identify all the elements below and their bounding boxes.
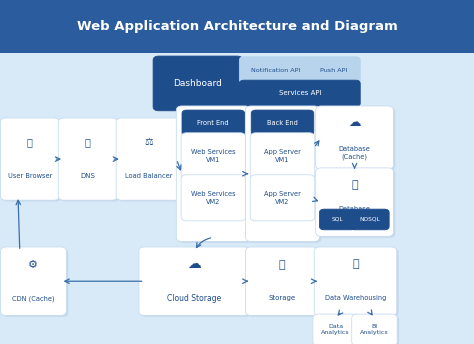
Text: App Server
VM2: App Server VM2 xyxy=(264,191,301,205)
Text: App Server
VM1: App Server VM1 xyxy=(264,149,301,163)
Text: Front End: Front End xyxy=(198,120,229,126)
FancyBboxPatch shape xyxy=(183,176,247,222)
FancyBboxPatch shape xyxy=(316,168,393,236)
Text: Web Services
VM1: Web Services VM1 xyxy=(191,149,236,163)
Text: 🗃: 🗃 xyxy=(279,260,285,270)
Text: Cloud Storage: Cloud Storage xyxy=(167,294,221,303)
Text: ⚖: ⚖ xyxy=(145,137,154,147)
FancyBboxPatch shape xyxy=(352,314,397,344)
FancyBboxPatch shape xyxy=(313,314,358,344)
FancyBboxPatch shape xyxy=(141,248,252,317)
FancyBboxPatch shape xyxy=(153,56,243,111)
FancyBboxPatch shape xyxy=(116,118,182,200)
Text: ☁: ☁ xyxy=(348,116,361,129)
FancyBboxPatch shape xyxy=(0,118,59,200)
FancyBboxPatch shape xyxy=(247,107,321,243)
Text: 🔧: 🔧 xyxy=(352,259,359,269)
FancyBboxPatch shape xyxy=(239,57,313,83)
FancyBboxPatch shape xyxy=(246,106,319,241)
Text: Database
(Cache): Database (Cache) xyxy=(338,146,371,160)
Text: Load Balancer: Load Balancer xyxy=(125,173,173,179)
Text: BI
Analytics: BI Analytics xyxy=(360,324,389,335)
FancyBboxPatch shape xyxy=(139,247,250,315)
FancyBboxPatch shape xyxy=(354,315,399,344)
Text: Data
Analytics: Data Analytics xyxy=(321,324,350,335)
FancyBboxPatch shape xyxy=(0,0,474,53)
FancyBboxPatch shape xyxy=(250,133,315,179)
FancyBboxPatch shape xyxy=(176,106,250,241)
FancyBboxPatch shape xyxy=(250,175,315,221)
FancyBboxPatch shape xyxy=(247,248,320,317)
Text: DNS: DNS xyxy=(80,173,95,179)
FancyBboxPatch shape xyxy=(239,80,360,107)
FancyBboxPatch shape xyxy=(252,134,317,180)
Text: ⚙: ⚙ xyxy=(28,260,38,270)
Text: Web Application Architecture and Diagram: Web Application Architecture and Diagram xyxy=(77,20,397,33)
FancyBboxPatch shape xyxy=(252,176,317,222)
FancyBboxPatch shape xyxy=(118,119,184,202)
FancyBboxPatch shape xyxy=(181,133,246,179)
Text: ☁: ☁ xyxy=(187,257,201,271)
FancyBboxPatch shape xyxy=(350,209,389,230)
Text: Back End: Back End xyxy=(267,120,298,126)
FancyBboxPatch shape xyxy=(318,169,395,238)
Text: Services API: Services API xyxy=(279,90,321,96)
FancyBboxPatch shape xyxy=(2,248,68,317)
FancyBboxPatch shape xyxy=(316,248,399,317)
Text: SQL: SQL xyxy=(331,217,343,222)
FancyBboxPatch shape xyxy=(246,247,319,315)
FancyBboxPatch shape xyxy=(318,107,395,171)
FancyBboxPatch shape xyxy=(316,106,393,169)
Text: 🌐: 🌐 xyxy=(85,137,91,147)
FancyBboxPatch shape xyxy=(315,315,360,344)
Text: Storage: Storage xyxy=(268,295,296,301)
FancyBboxPatch shape xyxy=(314,247,397,315)
FancyBboxPatch shape xyxy=(182,110,245,136)
Text: 👤: 👤 xyxy=(27,137,33,147)
Text: Dashboard: Dashboard xyxy=(173,79,222,88)
FancyBboxPatch shape xyxy=(251,110,314,136)
Text: Data Warehousing: Data Warehousing xyxy=(325,295,386,301)
FancyBboxPatch shape xyxy=(58,118,117,200)
FancyBboxPatch shape xyxy=(178,107,252,243)
Text: Database: Database xyxy=(338,206,371,212)
Text: NOSQL: NOSQL xyxy=(359,217,380,222)
Text: Push API: Push API xyxy=(320,67,348,73)
FancyBboxPatch shape xyxy=(183,134,247,180)
Text: 🗄: 🗄 xyxy=(351,180,358,190)
FancyBboxPatch shape xyxy=(319,209,355,230)
FancyBboxPatch shape xyxy=(0,247,66,315)
Text: CDN (Cache): CDN (Cache) xyxy=(12,295,55,302)
FancyBboxPatch shape xyxy=(2,119,61,202)
Text: User Browser: User Browser xyxy=(8,173,52,179)
Text: Notification API: Notification API xyxy=(251,67,301,73)
Text: Web Services
VM2: Web Services VM2 xyxy=(191,191,236,205)
FancyBboxPatch shape xyxy=(181,175,246,221)
FancyBboxPatch shape xyxy=(308,57,360,83)
FancyBboxPatch shape xyxy=(60,119,119,202)
